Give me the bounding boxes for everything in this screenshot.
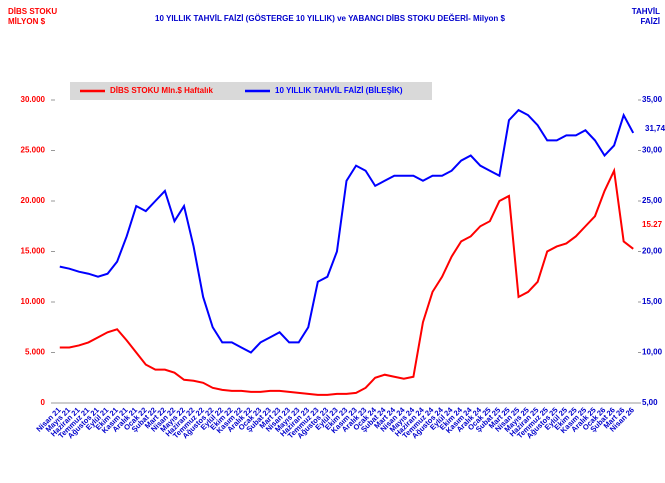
y2-tick-label: 10,00: [642, 348, 663, 357]
y-tick-label: 0: [41, 398, 46, 407]
y-axis-label: DİBS STOKU: [8, 7, 57, 16]
y2-tick-label: 15,00: [642, 297, 663, 306]
y2-axis-label: FAİZİ: [640, 17, 660, 26]
y-tick-label: 10.000: [21, 297, 46, 306]
y2-tick-label: 5,00: [642, 398, 658, 407]
legend-label: 10 YILLIK TAHVİL FAİZİ (BİLEŞİK): [275, 86, 403, 95]
y-tick-label: 15.000: [21, 247, 46, 256]
chart-title: 10 YILLIK TAHVİL FAİZİ (GÖSTERGE 10 YILL…: [155, 14, 506, 23]
annotation: 31,74: [645, 124, 665, 133]
series-line: [59, 108, 635, 354]
y-tick-label: 25.000: [21, 146, 46, 155]
y2-tick-label: 20,00: [642, 247, 663, 256]
annotation: 15.27: [642, 220, 663, 229]
legend-label: DİBS STOKU Mln.$ Haftalık: [110, 86, 214, 95]
y-axis-label: MİLYON $: [8, 17, 46, 26]
series-line: [59, 167, 634, 396]
y-tick-label: 20.000: [21, 196, 46, 205]
y2-tick-label: 35,00: [642, 95, 663, 104]
y2-tick-label: 30,00: [642, 146, 663, 155]
y2-axis-label: TAHVİL: [632, 7, 660, 16]
y2-tick-label: 25,00: [642, 196, 663, 205]
y-tick-label: 30.000: [21, 95, 46, 104]
y-tick-label: 5.000: [25, 348, 46, 357]
